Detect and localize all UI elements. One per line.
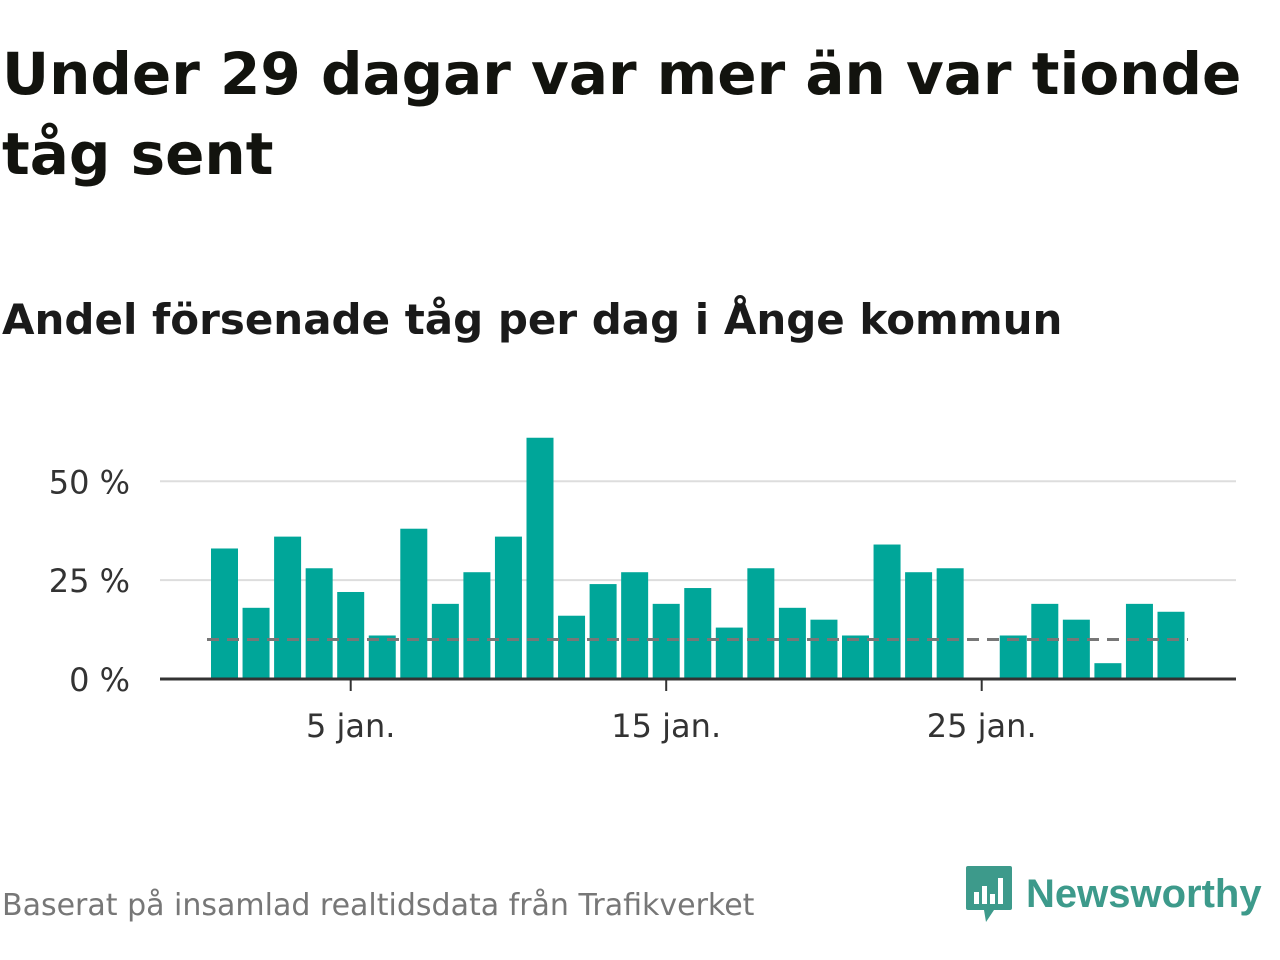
bar [905,572,933,679]
bar [463,572,491,679]
bar [652,603,680,679]
bar [936,568,964,679]
bar [999,635,1027,679]
brand-name: Newsworthy [1026,871,1262,916]
bar-chart-speech-bubble-icon [966,866,1012,922]
bar [431,603,459,679]
bar [526,437,554,679]
bar [211,548,238,679]
bar [305,568,333,679]
bar [589,584,617,679]
x-tick-label: 5 jan. [306,707,395,745]
bar [1062,619,1090,679]
y-tick-label: 50 % [49,463,130,501]
bar [494,536,522,679]
bar [368,635,396,679]
bar [400,528,428,679]
bar [842,635,869,679]
bar [242,607,270,679]
source-note: Baserat på insamlad realtidsdata från Tr… [2,888,755,923]
x-tick-label: 25 jan. [927,707,1037,745]
chart-title: Under 29 dagar var mer än var tionde tåg… [2,40,1242,188]
x-tick-label: 15 jan. [611,707,721,745]
y-tick-label: 0 % [69,661,130,699]
bar [715,627,743,679]
bar [1094,663,1122,679]
chart-subtitle: Andel försenade tåg per dag i Ånge kommu… [2,295,1063,344]
y-tick-label: 25 % [49,562,130,600]
bar [621,572,649,679]
bar [337,591,365,679]
brand-logo[interactable]: Newsworthy [964,862,1262,926]
bar [1125,603,1153,679]
bar [274,536,302,679]
bar [810,619,838,679]
bar [1157,611,1185,679]
bar [684,588,712,679]
bar [778,607,806,679]
bar-chart: 0 % 25 % 50 % 5 jan. 15 jan. 25 jan. [49,437,1236,745]
bar [747,568,775,679]
bar [558,615,586,679]
bar [873,544,901,679]
bar [1031,603,1059,679]
